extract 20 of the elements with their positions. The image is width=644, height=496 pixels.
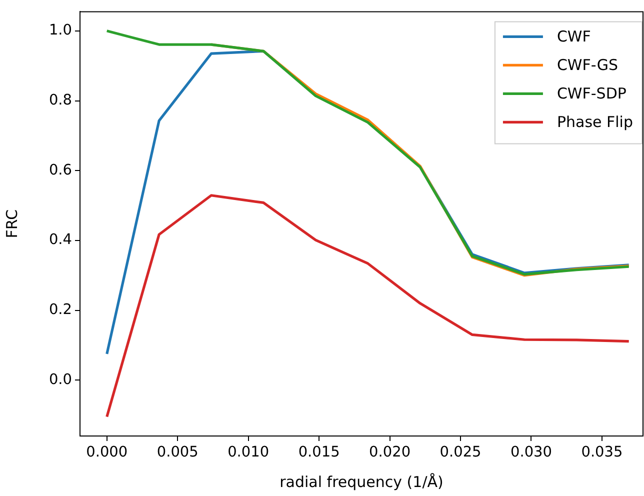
y-tick-label: 0.0: [48, 372, 72, 388]
legend-label: Phase Flip: [556, 113, 634, 132]
x-tick-label: 0.010: [228, 444, 270, 460]
x-tick-label: 0.035: [581, 444, 623, 460]
x-tick-label: 0.015: [298, 444, 340, 460]
y-tick-label: 0.6: [48, 162, 72, 178]
x-tick-label: 0.020: [369, 444, 411, 460]
x-tick-label: 0.025: [440, 444, 482, 460]
x-tick-label: 0.000: [86, 444, 128, 460]
x-tick-label: 0.005: [156, 444, 198, 460]
y-tick-label: 0.8: [48, 92, 72, 109]
y-axis-title: FRC: [2, 209, 21, 238]
x-tick-label: 0.030: [510, 444, 552, 460]
legend-label: CWF-SDP: [556, 84, 626, 103]
legend-label: CWF-GS: [556, 56, 618, 74]
y-tick-label: 0.2: [48, 302, 72, 318]
x-axis-title: radial frequency (1/Å): [280, 472, 444, 491]
legend-label: CWF: [556, 28, 591, 46]
y-tick-label: 0.4: [48, 232, 72, 248]
y-tick-label: 1.0: [48, 22, 72, 39]
